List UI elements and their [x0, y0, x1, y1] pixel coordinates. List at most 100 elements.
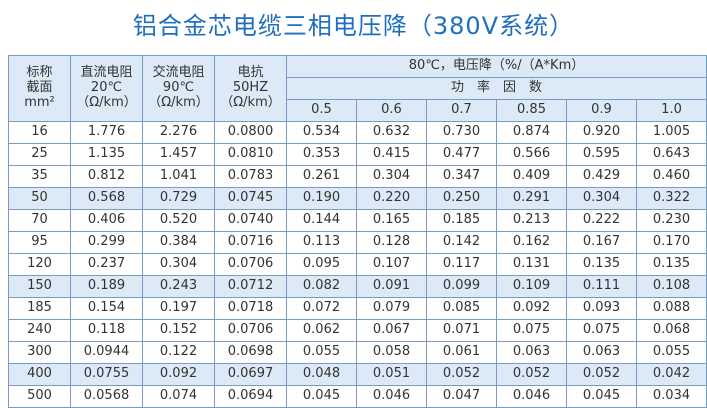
table-cell: 0.250 — [426, 187, 497, 210]
table-cell: 35 — [8, 165, 71, 188]
header-line: 直流电阻 — [80, 65, 133, 81]
table-cell: 120 — [8, 253, 71, 276]
table-cell: 0.113 — [286, 231, 357, 254]
column-header: 交流电阻 90℃ （Ω/km） — [142, 55, 215, 122]
table-cell: 0.058 — [356, 341, 427, 364]
table-cell: 0.108 — [635, 275, 707, 298]
header-line: mm² — [24, 94, 55, 110]
table-cell: 300 — [8, 341, 71, 364]
table-cell: 0.595 — [566, 143, 637, 166]
table-cell: 0.185 — [426, 209, 497, 232]
column-header: 直流电阻 20℃ （Ω/km） — [70, 55, 143, 122]
table-cell: 0.729 — [142, 187, 215, 210]
header-line: 电抗 — [237, 65, 264, 81]
table-cell: 0.0745 — [214, 187, 287, 210]
table-cell: 0.322 — [635, 187, 707, 210]
table-cell: 0.304 — [356, 165, 427, 188]
header-line: 标称 — [26, 65, 53, 81]
voltage-drop-table: 标称 截面 mm² 直流电阻 20℃ （Ω/km） 交流电阻 90℃ （Ω/km） 电抗 50HZ （… — [8, 55, 707, 408]
table-cell: 0.291 — [496, 187, 567, 210]
table-cell: 0.047 — [426, 385, 497, 408]
table-cell: 0.222 — [566, 209, 637, 232]
table-row: 25 1.135 1.457 0.0810 0.353 0.415 0.477 0.566 0.… — [8, 143, 707, 166]
table-cell: 0.082 — [286, 275, 357, 298]
table-cell: 0.415 — [356, 143, 427, 166]
table-cell: 0.092 — [142, 363, 215, 386]
table-row: 35 0.812 1.041 0.0783 0.261 0.304 0.347 0.409 0.… — [8, 165, 707, 188]
table-cell: 0.632 — [356, 121, 427, 144]
table-cell: 0.0698 — [214, 341, 287, 364]
table-cell: 0.347 — [426, 165, 497, 188]
table-cell: 0.118 — [70, 319, 143, 342]
table-cell: 0.0712 — [214, 275, 287, 298]
table-cell: 0.162 — [496, 231, 567, 254]
table-cell: 0.117 — [426, 253, 497, 276]
table-cell: 0.0810 — [214, 143, 287, 166]
table-cell: 0.261 — [286, 165, 357, 188]
table-cell: 0.165 — [356, 209, 427, 232]
table-cell: 0.0697 — [214, 363, 287, 386]
table-cell: 0.079 — [356, 297, 427, 320]
table-cell: 2.276 — [142, 121, 215, 144]
table-cell: 0.409 — [496, 165, 567, 188]
table-row: 16 1.776 2.276 0.0800 0.534 0.632 0.730 0.874 0.… — [8, 121, 707, 144]
table-cell: 0.071 — [426, 319, 497, 342]
table-row: 185 0.154 0.197 0.0718 0.072 0.079 0.085 0.092 0… — [8, 297, 707, 320]
table-cell: 0.092 — [496, 297, 567, 320]
table-row: 150 0.189 0.243 0.0712 0.082 0.091 0.099 0.109 0… — [8, 275, 707, 298]
table-row: 300 0.0944 0.122 0.0698 0.055 0.058 0.061 0.063… — [8, 341, 707, 364]
table-cell: 0.0755 — [70, 363, 143, 386]
table-cell: 0.128 — [356, 231, 427, 254]
table-cell: 95 — [8, 231, 71, 254]
table-cell: 0.220 — [356, 187, 427, 210]
table-row: 120 0.237 0.304 0.0706 0.095 0.107 0.117 0.131 0… — [8, 253, 707, 276]
table-cell: 0.189 — [70, 275, 143, 298]
table-cell: 0.154 — [70, 297, 143, 320]
table-cell: 0.052 — [566, 363, 637, 386]
table-cell: 0.062 — [286, 319, 357, 342]
power-factor-header: 1.0 — [635, 99, 707, 122]
table-cell: 0.042 — [635, 363, 707, 386]
table-cell: 0.099 — [426, 275, 497, 298]
header-line: 截面 — [26, 80, 53, 96]
table-cell: 1.457 — [142, 143, 215, 166]
table-cell: 0.045 — [286, 385, 357, 408]
table-cell: 50 — [8, 187, 71, 210]
header-line: 90℃ — [162, 80, 195, 96]
table-cell: 0.0716 — [214, 231, 287, 254]
title: 铝合金芯电缆三相电压降（380V系统） — [132, 12, 575, 40]
column-header: 标称 截面 mm² — [8, 55, 71, 122]
header-line: 20℃ — [90, 80, 123, 96]
table-cell: 0.0568 — [70, 385, 143, 408]
header-line: （Ω/km） — [148, 94, 209, 110]
table-cell: 0.167 — [566, 231, 637, 254]
sub-header: 功 率 因 数 — [285, 77, 707, 100]
table-cell: 0.230 — [635, 209, 707, 232]
power-factor-header: 0.7 — [426, 99, 497, 122]
table-cell: 0.085 — [426, 297, 497, 320]
table-cell: 0.067 — [356, 319, 427, 342]
table-cell: 0.063 — [566, 341, 637, 364]
table-cell: 0.063 — [496, 341, 567, 364]
table-cell: 0.643 — [635, 143, 707, 166]
header-line: （Ω/km） — [220, 94, 281, 110]
table-cell: 0.088 — [635, 297, 707, 320]
table-cell: 0.034 — [635, 385, 707, 408]
table-row: 70 0.406 0.520 0.0740 0.144 0.165 0.185 0.213 0.… — [8, 209, 707, 232]
table-cell: 0.091 — [356, 275, 427, 298]
table-cell: 0.0694 — [214, 385, 287, 408]
table-cell: 0.107 — [356, 253, 427, 276]
table-cell: 0.243 — [142, 275, 215, 298]
table-cell: 0.152 — [142, 319, 215, 342]
header-row: 0.5 0.6 0.7 0.85 0.9 1.0 — [9, 99, 707, 122]
table-cell: 0.135 — [635, 253, 707, 276]
header-row: 功 率 因 数 — [9, 77, 707, 100]
table-cell: 0.046 — [356, 385, 427, 408]
table-cell: 0.051 — [356, 363, 427, 386]
table-cell: 0.213 — [496, 209, 567, 232]
group-header: 80℃，电压降（%/（A*Km） — [285, 55, 707, 78]
table-cell: 0.0740 — [214, 209, 287, 232]
power-factor-header: 0.6 — [356, 99, 427, 122]
table-cell: 0.520 — [142, 209, 215, 232]
table-cell: 0.190 — [286, 187, 357, 210]
